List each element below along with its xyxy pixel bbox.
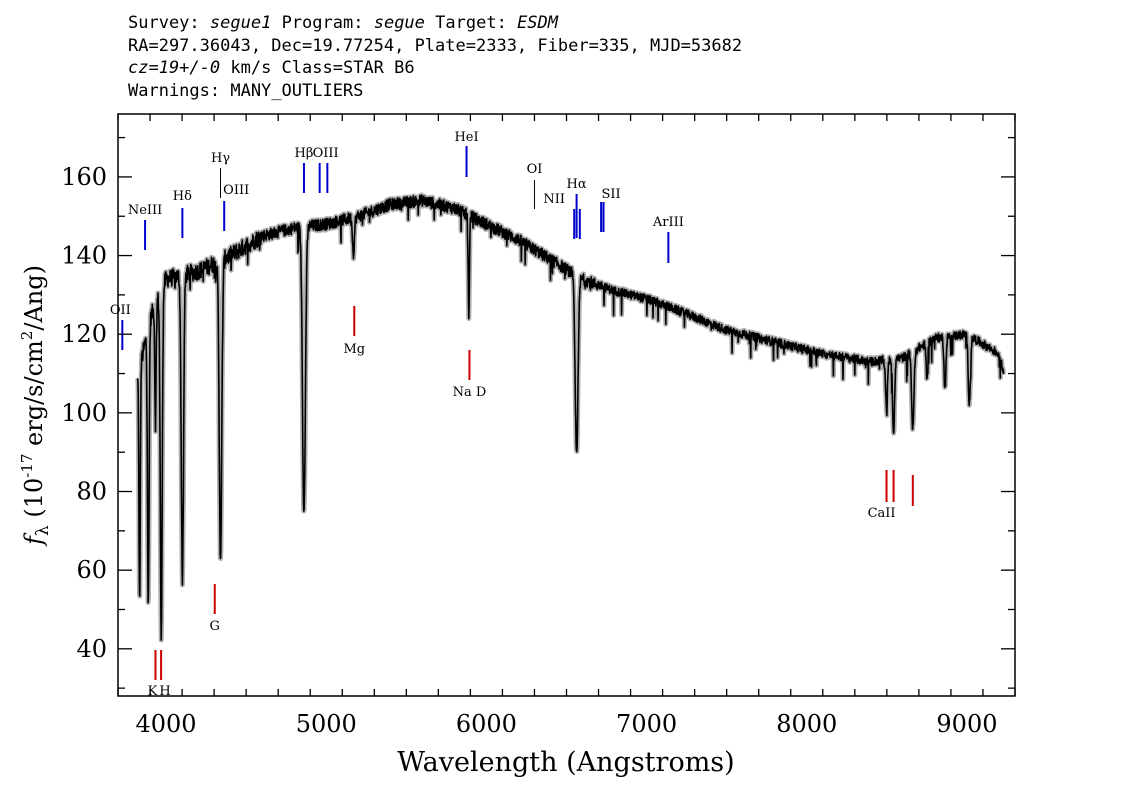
header-line-redshift: cz=19+/-0 km/s Class=STAR B6 [128, 57, 742, 80]
y-tick-label: 60 [76, 556, 107, 584]
emission-line-label: OII [110, 303, 131, 318]
plot-area [135, 192, 1007, 643]
emission-line-label: Hδ [173, 189, 192, 204]
emission-line-label: Hβ [295, 146, 314, 161]
class-text: km/s Class=STAR B6 [220, 58, 415, 78]
flux-error-band [135, 192, 1007, 643]
emission-line-label: OIII [313, 146, 339, 161]
emission-line-label: OIII [223, 183, 249, 198]
y-tick-label: 100 [61, 399, 107, 427]
y-axis-label: fλ (10-17 erg/s/cm2/Ang) [18, 265, 53, 547]
emission-line-label: SII [602, 187, 621, 202]
plot-frame [117, 113, 1016, 697]
program-label: Program: [281, 13, 364, 33]
y-tick-label: 120 [61, 320, 107, 348]
y-tick-label: 80 [76, 478, 107, 506]
emission-line-label: Hγ [211, 151, 230, 166]
x-tick-label: 9000 [936, 710, 997, 738]
redshift-value: cz=19+/-0 [128, 58, 221, 78]
emission-line-label: ArIII [652, 215, 684, 230]
y-tick-label: 160 [61, 163, 107, 191]
program-value: segue [373, 13, 425, 33]
target-value: ESDM [517, 13, 559, 33]
header-line-survey: Survey: segue1 Program: segue Target: ES… [128, 12, 742, 35]
absorption-line-label: Na D [453, 385, 487, 400]
y-tick-label: 140 [61, 242, 107, 270]
x-tick-label: 8000 [776, 710, 837, 738]
target-label: Target: [435, 13, 507, 33]
x-axis-label: Wavelength (Angstroms) [397, 747, 734, 778]
header-line-warnings: Warnings: MANY_OUTLIERS [128, 80, 364, 101]
header-line-coordinates: RA=297.36043, Dec=19.77254, Plate=2333, … [128, 35, 743, 56]
emission-line-label: OI [527, 162, 543, 177]
survey-label: Survey: [128, 13, 200, 33]
emission-line-label: Hα [567, 177, 587, 192]
spectrum-header: Survey: segue1 Program: segue Target: ES… [128, 12, 742, 102]
emission-line-label: HeI [454, 130, 478, 145]
absorption-line-label: K [148, 684, 158, 699]
absorption-line-label: H [159, 684, 170, 699]
flux-spectrum-line [136, 194, 1005, 641]
x-tick-label: 4000 [136, 710, 197, 738]
absorption-line-label: Mg [343, 342, 365, 357]
emission-line-label: NII [543, 192, 565, 207]
axis-ticks: 4000 5000 6000 7000 8000 9000 40 60 80 100 120 140 1… [61, 114, 1016, 738]
x-tick-label: 6000 [456, 710, 517, 738]
absorption-line-label: CaII [868, 506, 896, 521]
absorption-line-label: G [210, 619, 220, 634]
emission-line-label: NeIII [128, 203, 162, 218]
survey-value: segue1 [209, 13, 272, 33]
y-tick-label: 40 [76, 635, 107, 663]
x-tick-label: 5000 [296, 710, 357, 738]
x-tick-label: 7000 [616, 710, 677, 738]
